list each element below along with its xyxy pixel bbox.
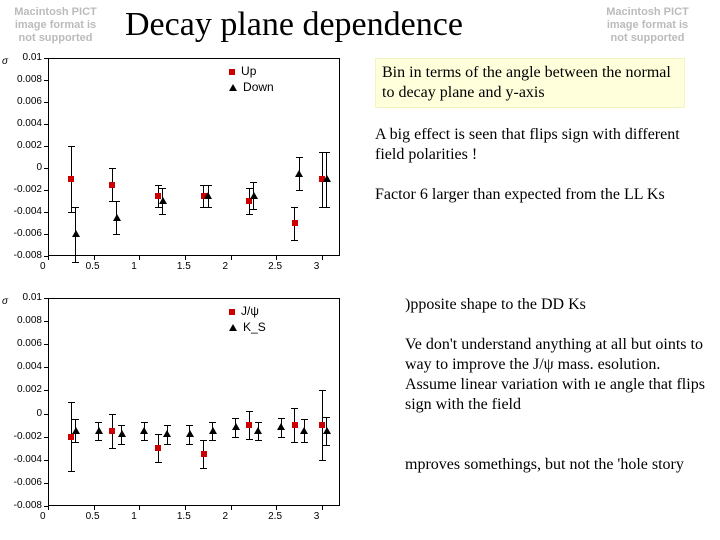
pict-placeholder-image: Macintosh PICT image format is not suppo… xyxy=(600,6,695,46)
pict-placeholder-image: Macintosh PICT image format is not suppo… xyxy=(8,6,103,46)
body-text-5: mproves somethings, but not the 'hole st… xyxy=(405,455,705,475)
body-text-3: )pposite shape to the DD Ks xyxy=(405,295,705,315)
highlighted-description: Bin in terms of the angle between the no… xyxy=(375,58,685,108)
scatter-chart-top: -0.008-0.006-0.004-0.00200.0020.0040.006… xyxy=(0,50,350,280)
body-text-2: Factor 6 larger than expected from the L… xyxy=(375,185,695,205)
body-text-4: Ve don't understand anything at all but … xyxy=(405,335,705,415)
body-text-1: A big effect is seen that flips sign wit… xyxy=(375,125,695,165)
slide-title: Decay plane dependence xyxy=(125,6,463,44)
scatter-chart-bottom: -0.008-0.006-0.004-0.00200.0020.0040.006… xyxy=(0,290,350,530)
